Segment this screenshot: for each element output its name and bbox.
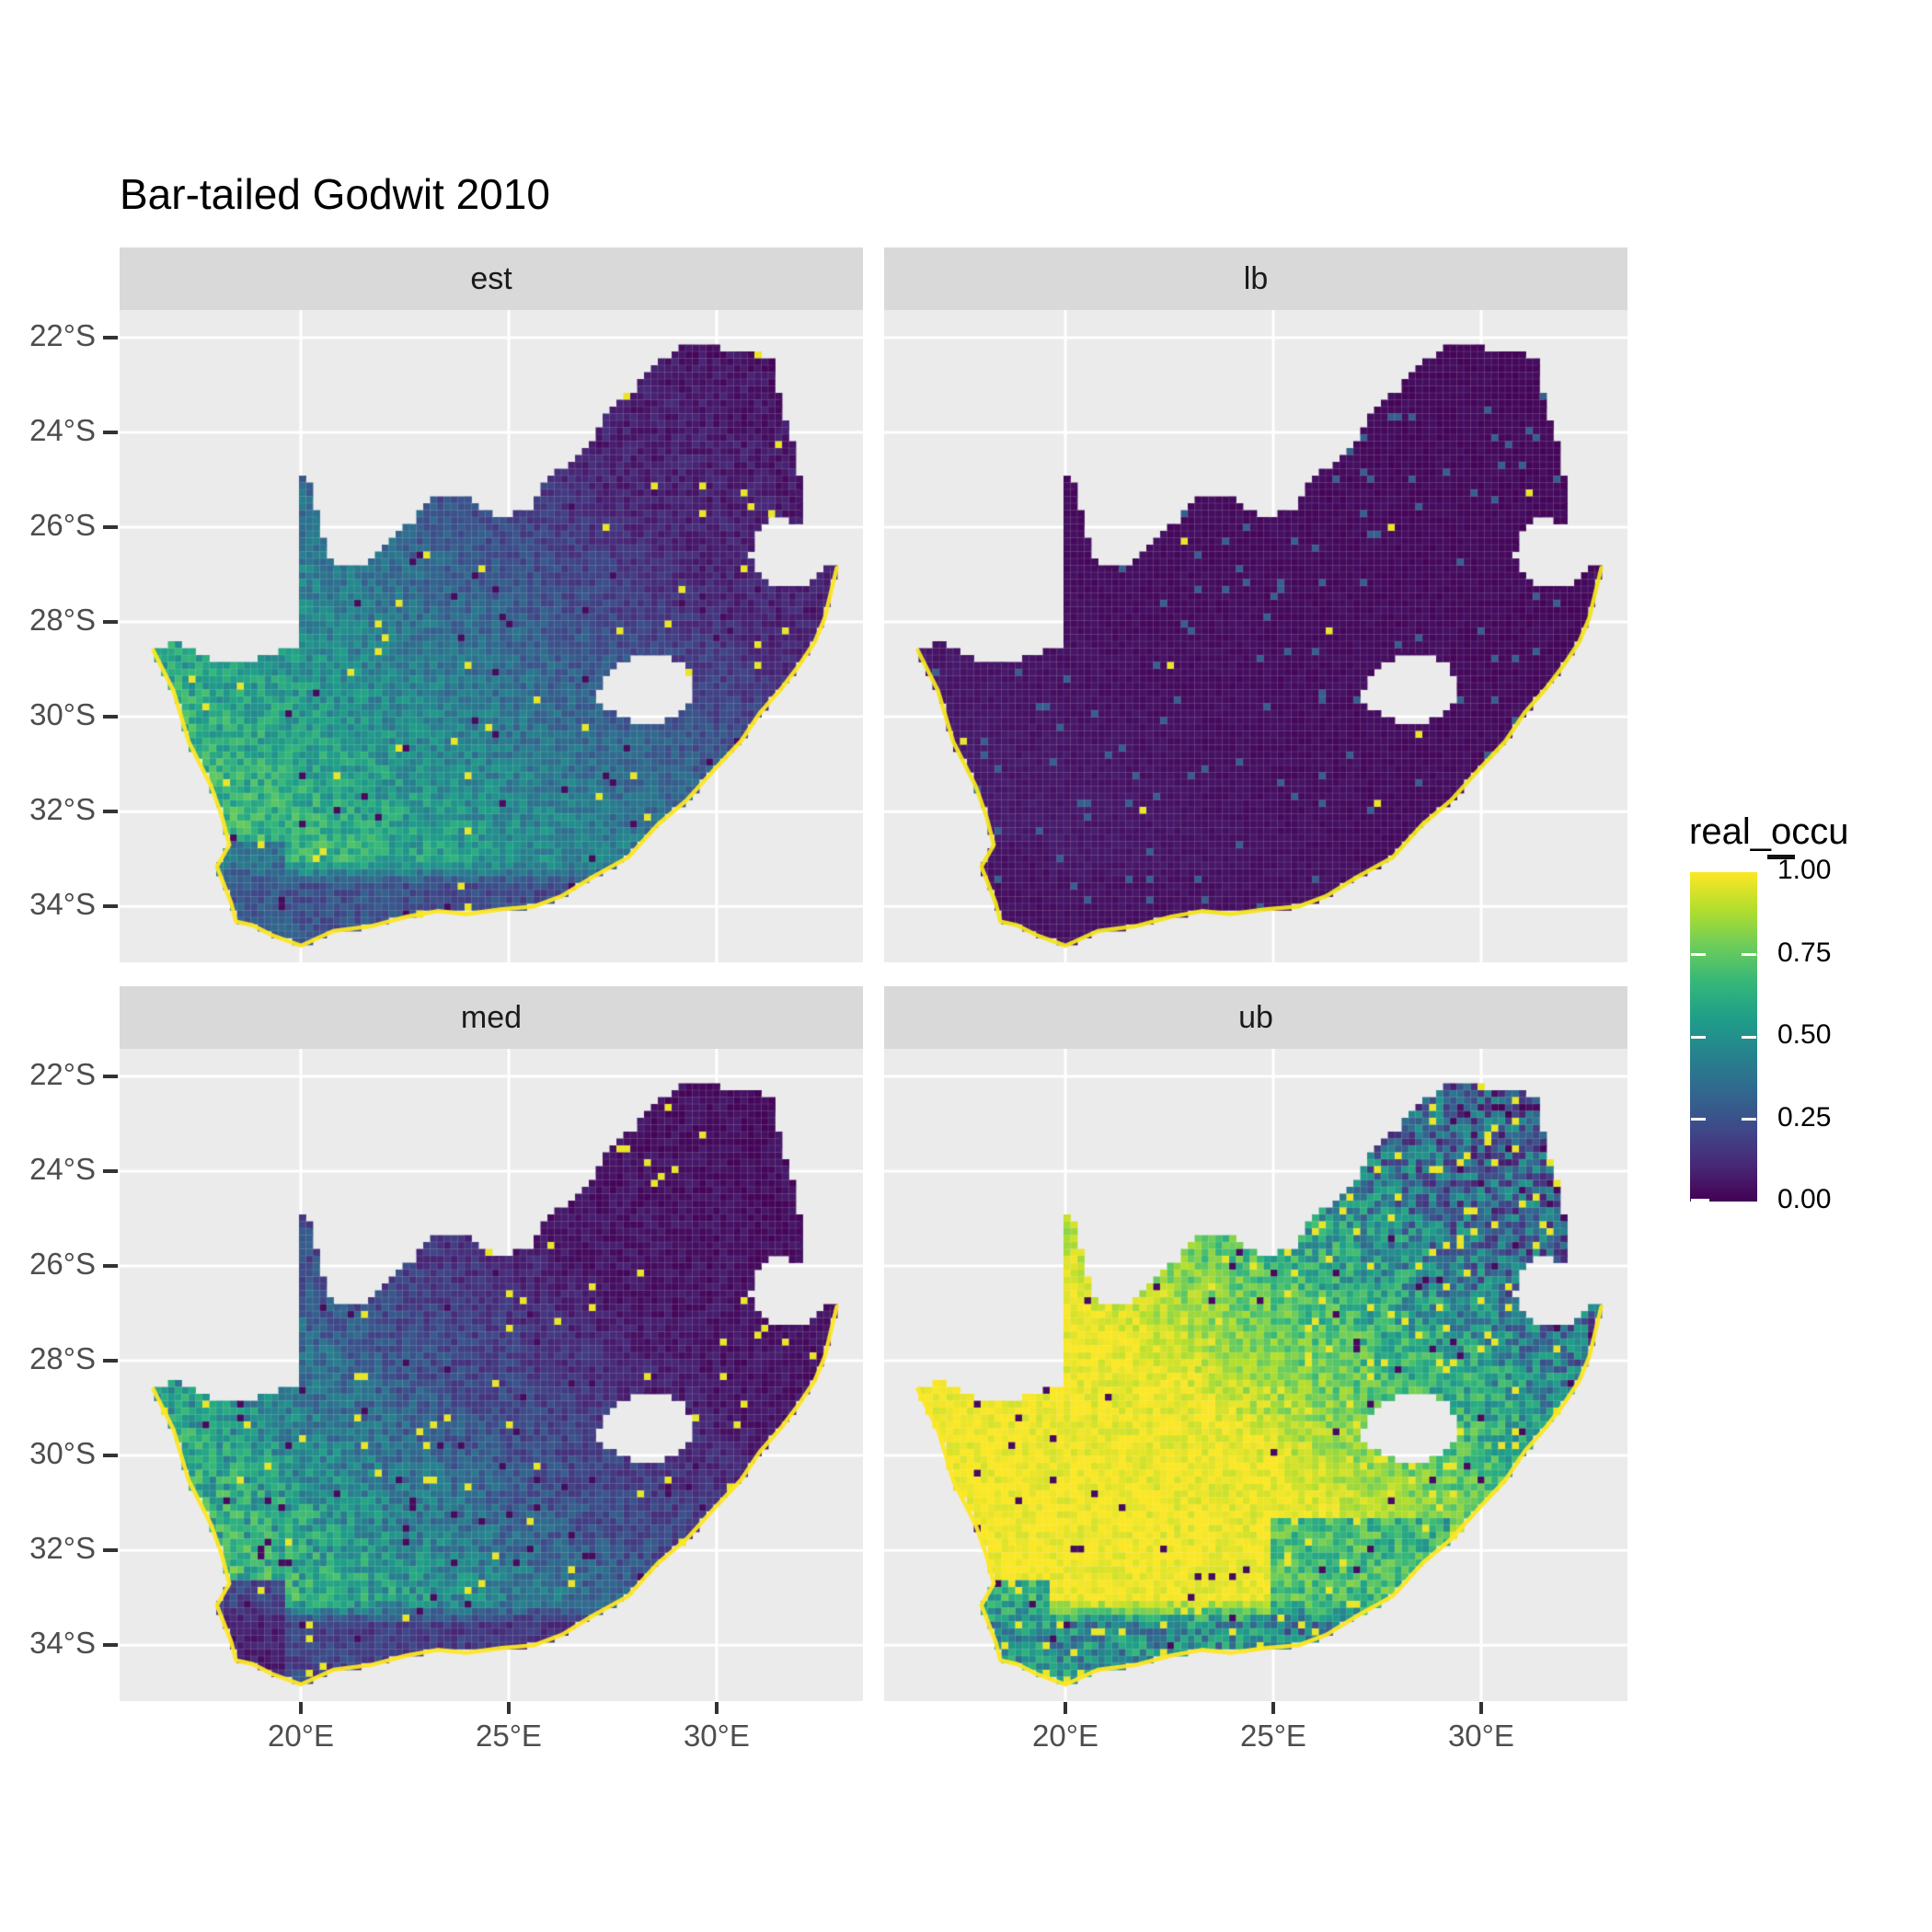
facet-strip-est: est <box>120 247 863 310</box>
legend-top-tick <box>1767 855 1795 859</box>
x-axis-tick-mark <box>506 1702 511 1714</box>
legend-tick-mark <box>1742 1035 1756 1039</box>
y-axis-tick-mark <box>103 904 118 909</box>
map-raster-est <box>120 310 863 962</box>
y-axis-tick-label: 26°S <box>29 1246 96 1281</box>
y-axis-tick-label: 34°S <box>29 1626 96 1661</box>
y-axis-tick-mark <box>103 1359 118 1363</box>
y-axis-tick-label: 24°S <box>29 1151 96 1186</box>
legend-tick-mark <box>1691 953 1706 956</box>
legend-tick-mark <box>1742 1118 1756 1121</box>
facet-strip-label: est <box>470 260 512 296</box>
legend-tick-label: 0.75 <box>1777 937 1832 968</box>
x-axis-tick-label: 30°E <box>1447 1719 1514 1753</box>
legend-tick-mark <box>1691 1199 1709 1202</box>
facet-strip-label: lb <box>1243 260 1269 296</box>
y-axis-tick-mark <box>103 1168 118 1173</box>
y-axis-tick-mark <box>103 1074 118 1078</box>
y-axis-tick-mark <box>103 1263 118 1268</box>
y-axis-tick-mark <box>103 1548 118 1553</box>
map-panel-ub <box>884 1049 1627 1701</box>
legend-tick-mark <box>1691 1035 1706 1039</box>
x-axis-tick-label: 20°E <box>268 1719 334 1753</box>
y-axis-tick-mark <box>103 620 118 625</box>
legend-tick-label: 0.25 <box>1777 1101 1832 1133</box>
y-axis-tick-label: 30°S <box>29 1436 96 1471</box>
legend-title: real_occu <box>1689 811 1849 852</box>
y-axis-tick-label: 24°S <box>29 412 96 447</box>
y-axis-tick-label: 30°S <box>29 697 96 732</box>
legend-tick-label: 0.00 <box>1777 1184 1832 1214</box>
x-axis-tick-mark <box>1478 1702 1483 1714</box>
plot-title: Bar-tailed Godwit 2010 <box>120 170 550 218</box>
x-axis-tick-label: 25°E <box>476 1719 542 1753</box>
x-axis-tick-label: 30°E <box>683 1719 750 1753</box>
map-raster-lb <box>884 310 1627 962</box>
legend-tick-label: 1.00 <box>1777 855 1832 885</box>
y-axis-tick-label: 32°S <box>29 1531 96 1566</box>
y-axis-tick-label: 22°S <box>29 1056 96 1091</box>
map-raster-ub <box>884 1049 1627 1701</box>
legend-tick-mark <box>1691 1118 1706 1121</box>
legend-tick-label: 0.50 <box>1777 1019 1832 1050</box>
x-axis-tick-label: 20°E <box>1032 1719 1098 1753</box>
y-axis-tick-label: 22°S <box>29 317 96 352</box>
facet-strip-label: med <box>460 999 523 1035</box>
y-axis-tick-mark <box>103 715 118 719</box>
y-axis-tick-mark <box>103 1643 118 1648</box>
facet-strip-med: med <box>120 986 863 1049</box>
y-axis-tick-mark <box>103 810 118 814</box>
x-axis-tick-mark <box>1271 1702 1275 1714</box>
y-axis-tick-mark <box>103 335 118 339</box>
facet-strip-lb: lb <box>884 247 1627 310</box>
map-raster-med <box>120 1049 863 1701</box>
map-panel-lb <box>884 310 1627 962</box>
map-panel-med <box>120 1049 863 1701</box>
y-axis-tick-label: 34°S <box>29 887 96 922</box>
facet-strip-ub: ub <box>884 986 1627 1049</box>
y-axis-tick-label: 28°S <box>29 1341 96 1376</box>
y-axis-tick-mark <box>103 524 118 529</box>
y-axis-tick-label: 32°S <box>29 792 96 827</box>
y-axis-tick-mark <box>103 430 118 434</box>
x-axis-tick-mark <box>1064 1702 1068 1714</box>
legend-tick-mark <box>1742 953 1756 956</box>
y-axis-tick-label: 28°S <box>29 603 96 638</box>
y-axis-tick-mark <box>103 1454 118 1458</box>
x-axis-tick-mark <box>714 1702 719 1714</box>
x-axis-tick-label: 25°E <box>1240 1719 1306 1753</box>
facet-strip-label: ub <box>1238 999 1273 1035</box>
y-axis-tick-label: 26°S <box>29 507 96 542</box>
map-panel-est <box>120 310 863 962</box>
x-axis-tick-mark <box>299 1702 304 1714</box>
